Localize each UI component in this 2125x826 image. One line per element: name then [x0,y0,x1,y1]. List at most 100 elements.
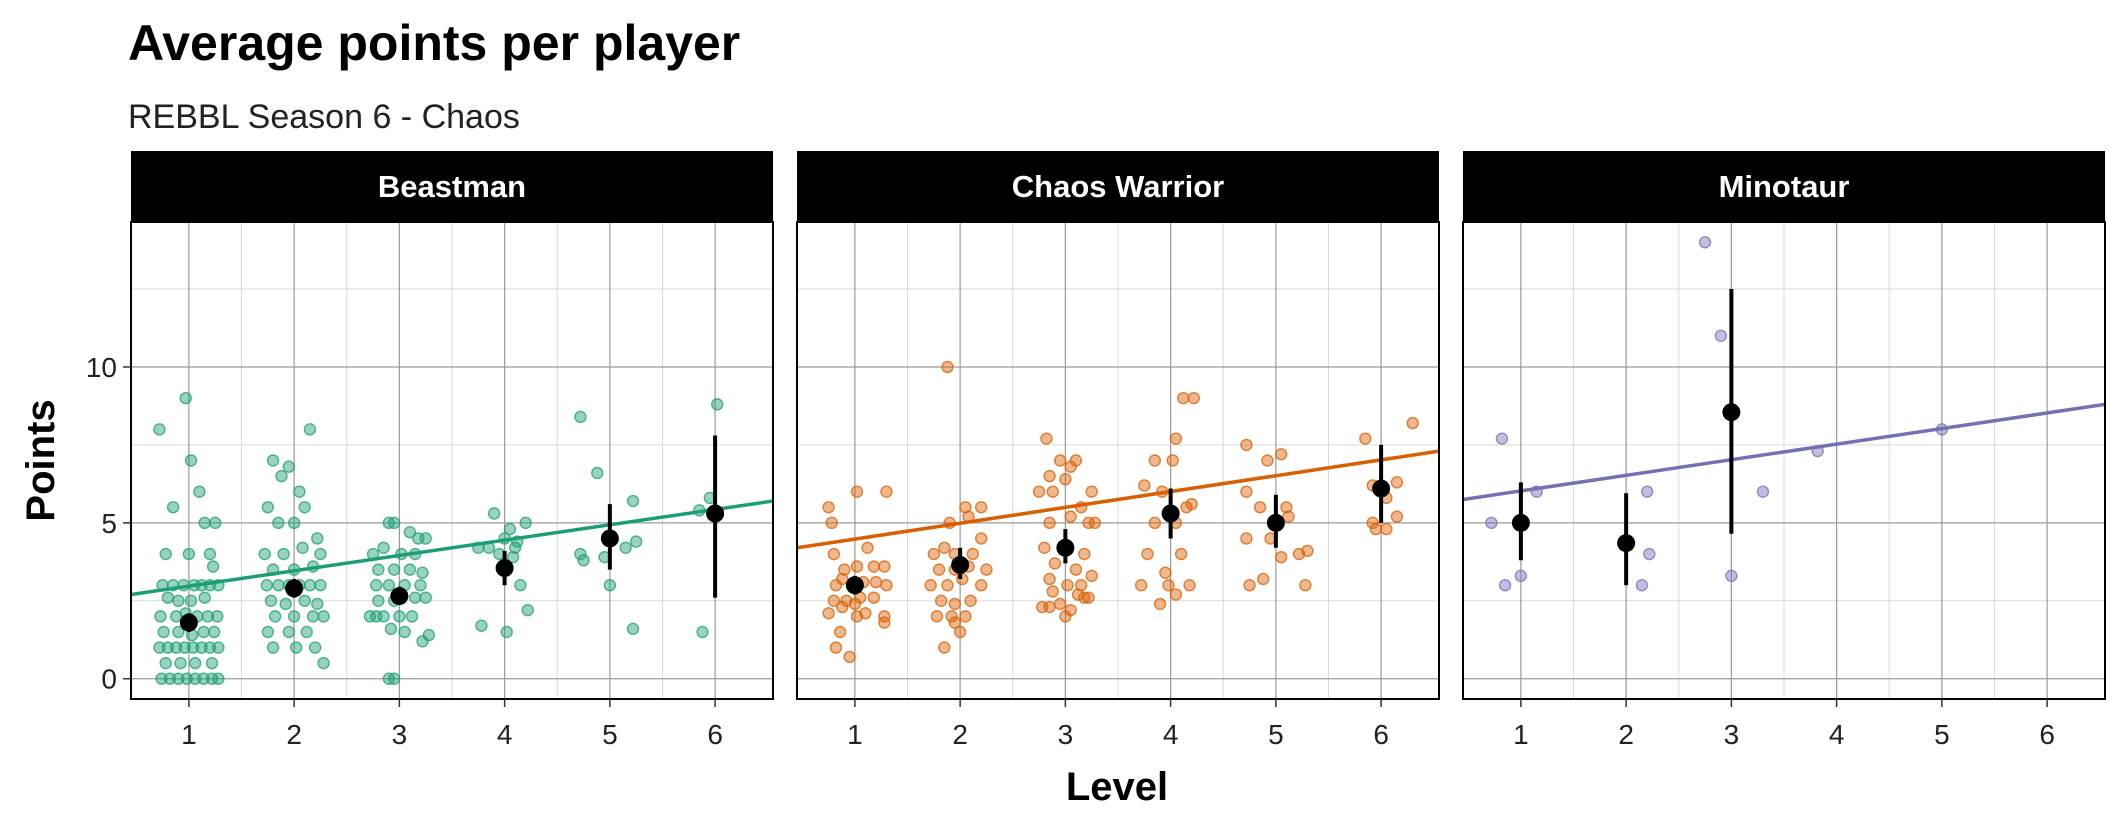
data-point [1082,516,1095,530]
data-point [370,579,383,592]
data-point [1148,516,1162,530]
data-point [475,619,488,632]
data-point [372,594,385,607]
mean-point [1511,513,1530,532]
data-point [1043,516,1056,530]
y-axis-label: Points [19,399,63,521]
data-point [1162,579,1175,592]
data-point [1635,579,1649,592]
data-point [945,610,958,623]
data-point [867,591,881,604]
data-point [924,579,937,592]
data-point [953,625,967,639]
data-point [1159,566,1172,579]
data-point [1495,432,1509,445]
data-point [314,579,327,592]
data-point [629,535,643,548]
data-point [300,625,313,639]
data-point [927,547,941,561]
data-point [878,560,891,573]
x-tick-label: 6 [707,719,723,750]
y-axis-ticks: 0 5 10 [86,352,131,695]
data-point [521,603,534,617]
data-point [1053,454,1067,467]
data-point [880,485,893,498]
data-point [188,656,202,670]
data-point [1138,479,1151,492]
data-point [1183,579,1196,592]
mean-point [1372,479,1391,498]
data-point [1185,497,1198,511]
data-point [1040,432,1053,445]
data-point [208,516,222,530]
data-point [1274,550,1288,564]
data-point [172,672,185,685]
data-point [182,547,196,561]
data-point [268,610,282,623]
data-point [959,501,972,514]
data-point [1725,569,1738,583]
data-point [398,625,411,639]
data-point [296,541,309,554]
data-point [188,672,202,685]
x-tick-label: 1 [847,719,863,750]
data-point [850,560,864,573]
data-point [1078,547,1091,561]
mean-point [706,504,725,523]
data-point [1043,469,1056,483]
data-point [1064,510,1077,523]
data-point [211,610,224,623]
data-point [974,501,988,514]
data-point [1085,485,1098,498]
data-point [508,541,522,554]
chart-subtitle: REBBL Season 6 - Chaos [128,98,520,136]
data-point [1043,600,1056,614]
data-point [408,591,422,604]
data-point [266,641,280,654]
data-point [172,594,185,607]
x-tick-label: 6 [1373,719,1389,750]
data-point [1257,572,1270,586]
data-point [384,622,398,636]
data-point [514,579,527,592]
data-point [1069,454,1083,467]
data-point [180,672,193,685]
data-point [198,516,211,530]
data-point [829,641,843,654]
data-point [878,610,891,623]
data-point [938,541,951,554]
data-point [825,516,838,530]
data-point [930,610,944,623]
data-point [178,641,191,654]
x-tick-label: 5 [1268,719,1284,750]
data-point [948,597,962,611]
data-point [503,522,517,536]
mean-point [390,587,409,606]
strip-beastman [131,151,773,222]
data-point [170,641,183,654]
data-point [1280,501,1293,514]
data-point [859,607,872,620]
data-point [186,641,200,654]
data-point [172,625,185,639]
x-tick-label: 6 [2039,719,2055,750]
data-point [1061,579,1074,592]
panel-border [1462,221,2106,700]
data-point [212,672,225,685]
data-point [157,625,170,639]
x-tick-label: 4 [1829,719,1845,750]
x-tick-label: 3 [1058,719,1074,750]
panel-border [130,221,774,700]
data-point [197,672,210,685]
data-point [1148,454,1162,467]
data-point [317,610,330,623]
data-point [387,516,401,530]
data-point [964,594,977,607]
data-point [1380,522,1393,536]
data-point [1714,329,1728,342]
points-chaos-warrior [822,360,1419,664]
data-point [193,485,206,498]
mean-point [951,555,970,574]
